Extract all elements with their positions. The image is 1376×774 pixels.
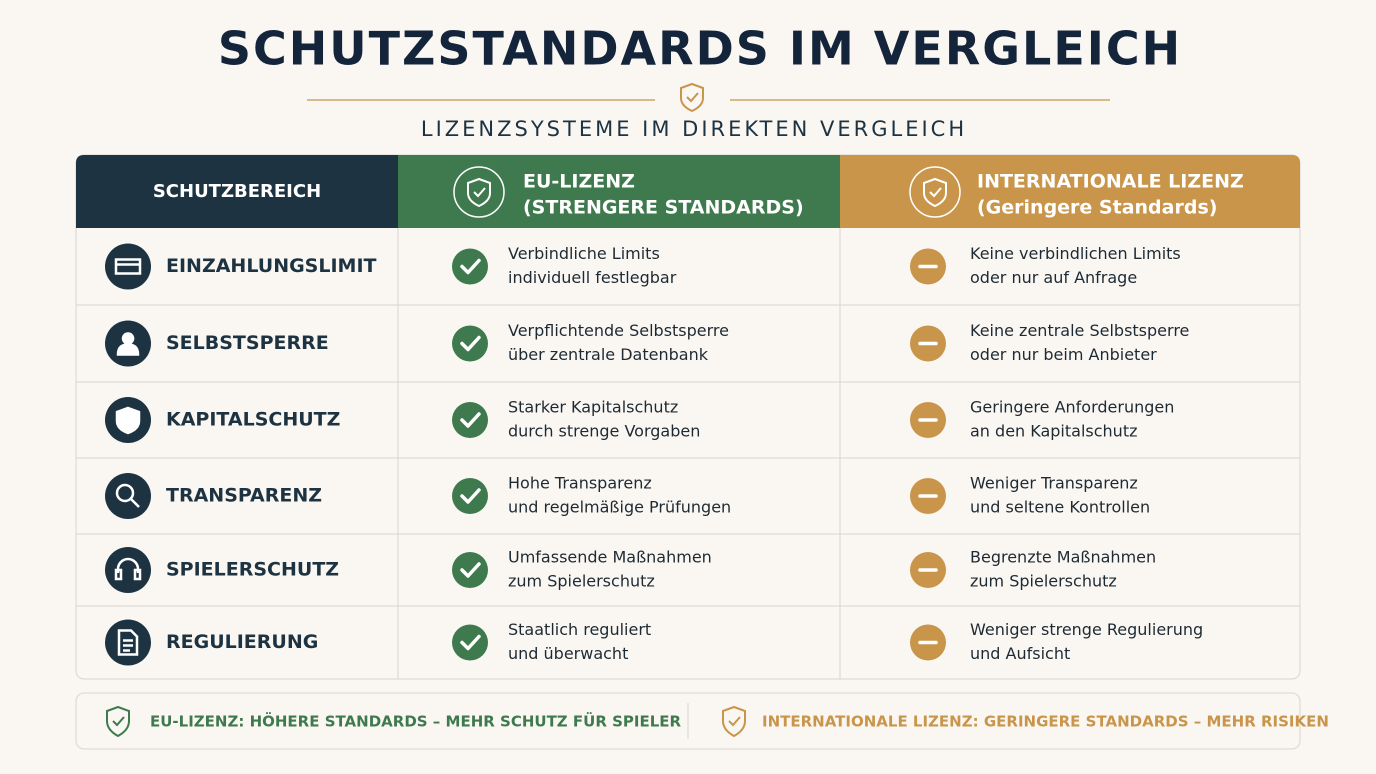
title: SCHUTZSTANDARDS IM VERGLEICH <box>218 22 1182 76</box>
check-icon <box>473 187 486 198</box>
eu-text: über zentrale Datenbank <box>508 345 709 364</box>
icon-ring <box>909 166 961 218</box>
row-label: SPIELERSCHUTZ <box>166 559 339 581</box>
check-mark <box>460 562 481 578</box>
check-mark <box>460 412 481 428</box>
column-header: (Geringere Standards) <box>977 197 1217 219</box>
row-glyph <box>114 557 142 581</box>
footer-check <box>112 716 125 727</box>
check-badge <box>452 402 488 438</box>
eu-text: Staatlich reguliert <box>508 620 651 639</box>
row-icon <box>105 547 151 593</box>
eu-text: Hohe Transparenz <box>508 474 652 493</box>
shield-icon <box>923 177 947 208</box>
header-cell <box>76 155 398 228</box>
intl-text: Keine zentrale Selbstsperre <box>970 321 1189 340</box>
column-header: INTERNATIONALE LIZENZ <box>977 171 1244 193</box>
eu-text: Starker Kapitalschutz <box>508 398 678 417</box>
column-header: (STRENGERE STANDARDS) <box>523 197 804 219</box>
row-icon <box>105 243 151 290</box>
check-badge <box>452 325 488 362</box>
subtitle: LIZENZSYSTEME IM DIREKTEN VERGLEICH <box>421 117 967 141</box>
row-glyph <box>116 332 140 356</box>
intl-text: an den Kapitalschutz <box>970 422 1137 441</box>
check-mark <box>460 335 481 352</box>
intl-text: und Aufsicht <box>970 644 1070 663</box>
footer-eu: EU-LIZENZ: HÖHERE STANDARDS – MEHR SCHUT… <box>150 712 682 731</box>
row-glyph <box>115 406 141 435</box>
header-cell <box>840 155 1300 228</box>
eu-text: Umfassende Maßnahmen <box>508 548 712 567</box>
check-badge <box>452 624 488 661</box>
footer-shield <box>106 705 130 738</box>
eu-text: Verbindliche Limits <box>508 244 660 263</box>
row-icon <box>105 473 151 519</box>
shield-icon <box>467 177 491 208</box>
intl-text: Weniger strenge Regulierung <box>970 620 1203 639</box>
shield-icon <box>680 82 704 113</box>
intl-text: oder nur auf Anfrage <box>970 268 1137 287</box>
eu-text: individuell festlegbar <box>508 268 677 287</box>
row-glyph <box>115 483 140 508</box>
intl-text: Geringere Anforderungen <box>970 398 1174 417</box>
check-badge <box>452 552 488 588</box>
intl-text: oder nur beim Anbieter <box>970 345 1157 364</box>
intl-text: Weniger Transparenz <box>970 474 1138 493</box>
row-label: EINZAHLUNGSLIMIT <box>166 255 377 277</box>
check-icon <box>929 187 942 198</box>
intl-text: zum Spielerschutz <box>970 572 1117 591</box>
row-glyph <box>117 629 139 656</box>
intl-text: und seltene Kontrollen <box>970 498 1150 517</box>
row-glyph <box>114 258 142 275</box>
check-mark <box>460 488 481 504</box>
column-header: SCHUTZBEREICH <box>153 181 321 202</box>
footer-shield <box>722 705 746 738</box>
eu-text: durch strenge Vorgaben <box>508 422 700 441</box>
check-badge <box>452 248 488 285</box>
column-header: EU-LIZENZ <box>523 171 635 193</box>
check-mark <box>460 258 481 275</box>
icon-ring <box>453 166 505 218</box>
check-mark <box>460 634 481 651</box>
footer-intl: INTERNATIONALE LIZENZ: GERINGERE STANDAR… <box>762 713 1329 731</box>
intl-text: Begrenzte Maßnahmen <box>970 548 1156 567</box>
check-icon <box>686 92 699 103</box>
footer-check <box>728 716 741 727</box>
row-label: TRANSPARENZ <box>166 485 322 507</box>
eu-text: und überwacht <box>508 644 628 663</box>
row-icon <box>105 619 151 666</box>
eu-text: Verpflichtende Selbstsperre <box>508 321 729 340</box>
row-label: SELBSTSPERRE <box>166 332 329 354</box>
row-label: REGULIERUNG <box>166 631 318 653</box>
intl-text: Keine verbindlichen Limits <box>970 244 1181 263</box>
row-label: KAPITALSCHUTZ <box>166 409 340 431</box>
eu-text: zum Spielerschutz <box>508 572 655 591</box>
eu-text: und regelmäßige Prüfungen <box>508 498 731 517</box>
check-badge <box>452 478 488 514</box>
